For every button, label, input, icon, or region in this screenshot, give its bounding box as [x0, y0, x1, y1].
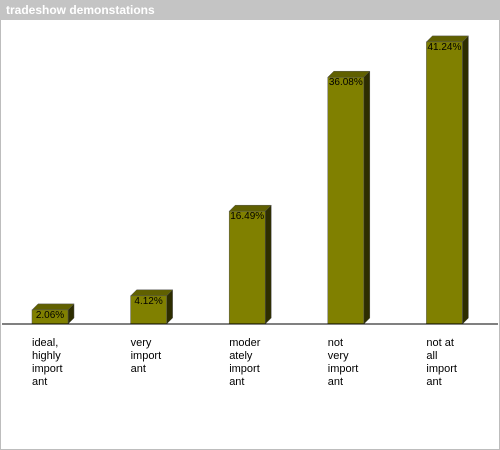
- category-label: very: [328, 350, 349, 362]
- category-label: ant: [131, 363, 146, 375]
- category-label: import: [32, 363, 63, 375]
- value-label: 4.12%: [134, 296, 162, 307]
- title-bar: [0, 0, 500, 20]
- bar: [425, 35, 470, 325]
- bar-front: [228, 210, 266, 325]
- category-label: not: [328, 337, 343, 349]
- bar-front: [130, 295, 167, 325]
- category-label: import: [426, 363, 457, 375]
- category-label: import: [328, 363, 359, 375]
- bar: [327, 70, 371, 325]
- value-label: 41.24%: [427, 42, 461, 53]
- bar-side: [462, 35, 469, 325]
- category-label: ant: [328, 376, 343, 388]
- bar-side: [264, 204, 272, 325]
- plot: 2.06%ideal,highlyimportant4.12%veryimpor…: [31, 35, 470, 388]
- bar: [129, 289, 174, 325]
- value-label: 2.06%: [36, 310, 64, 321]
- bar: [228, 204, 272, 325]
- category-label: highly: [32, 350, 61, 362]
- category-label: very: [131, 337, 152, 349]
- category-label: import: [229, 363, 260, 375]
- value-label: 36.08%: [329, 77, 363, 88]
- chart-title: tradeshow demonstations: [6, 3, 155, 17]
- category-label: ant: [229, 376, 244, 388]
- bar-front: [327, 76, 365, 325]
- category-label: ant: [426, 376, 441, 388]
- category-label: ideal,: [32, 337, 58, 349]
- category-label: ant: [32, 376, 47, 388]
- category-label: not at: [426, 337, 454, 349]
- category-label: moder: [229, 337, 261, 349]
- category-label: all: [426, 350, 437, 362]
- value-label: 16.49%: [230, 211, 264, 222]
- category-label: ately: [229, 350, 253, 362]
- category-label: import: [131, 350, 162, 362]
- bar: [31, 303, 75, 325]
- bar-side: [363, 70, 371, 325]
- bar-front: [426, 41, 463, 325]
